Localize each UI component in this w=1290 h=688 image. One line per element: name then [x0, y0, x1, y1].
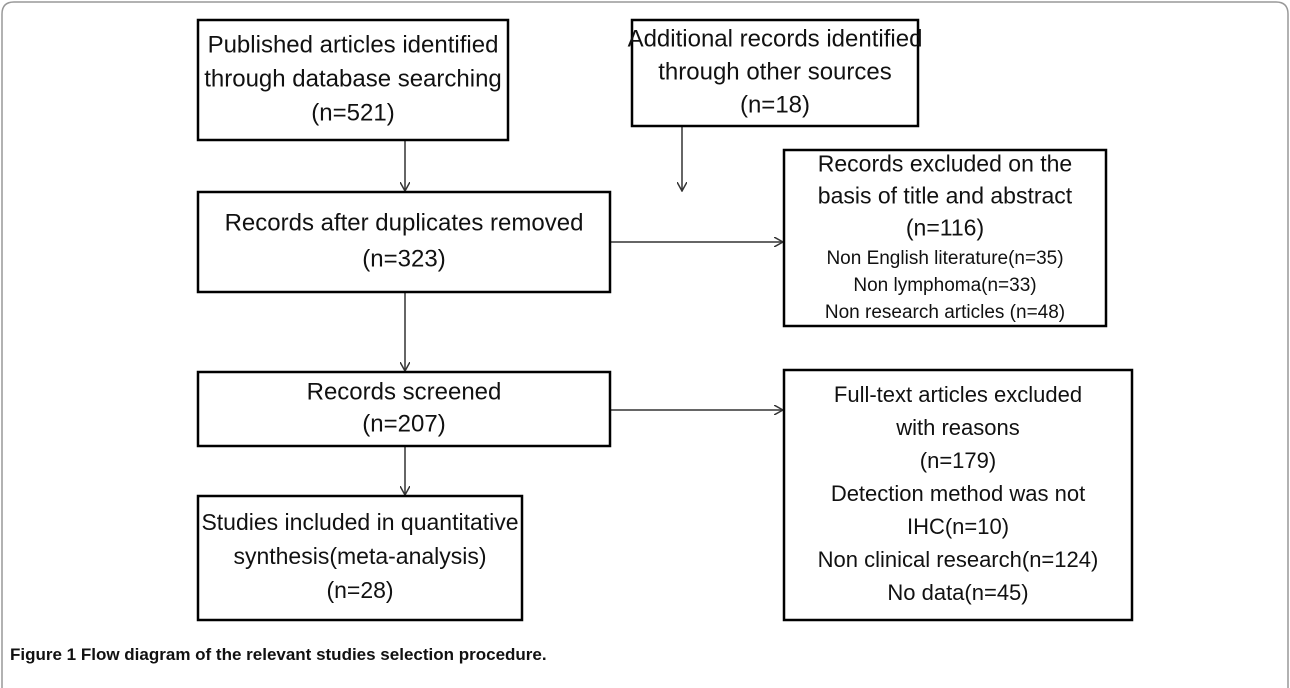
box-text: through other sources	[658, 58, 891, 85]
box	[630, 18, 920, 128]
box-text: (n=28)	[326, 577, 393, 603]
box-text: Non clinical research(n=124)	[818, 547, 1099, 572]
box-text: through database searching	[204, 65, 502, 92]
box-text: Records after duplicates removed	[225, 209, 584, 236]
box-text: basis of title and abstract	[818, 183, 1073, 209]
box	[782, 148, 1108, 328]
box-text: Full-text articles excluded	[834, 382, 1082, 407]
box-text: Records screened	[307, 378, 502, 405]
box	[196, 494, 524, 622]
box-text: Non English literature(n=35)	[826, 248, 1063, 269]
box	[782, 368, 1134, 622]
box-text: No data(n=45)	[887, 580, 1028, 605]
box-text: (n=179)	[920, 448, 996, 473]
box-text: (n=323)	[362, 245, 445, 272]
box-text: Published articles identified	[208, 31, 499, 58]
caption-label: Figure 1	[10, 645, 76, 664]
box-text: synthesis(meta-analysis)	[233, 543, 486, 569]
caption: Figure 1 Flow diagram of the relevant st…	[10, 645, 547, 664]
box-text: Detection method was not	[831, 481, 1085, 506]
box-text: Non lymphoma(n=33)	[853, 275, 1036, 296]
box	[196, 190, 612, 294]
box	[196, 18, 510, 142]
box-text: (n=18)	[740, 91, 810, 118]
box-text: Additional records identified	[628, 25, 923, 52]
box-text: (n=116)	[906, 215, 984, 241]
box-text: IHC(n=10)	[907, 514, 1009, 539]
box-text: Studies included in quantitative	[201, 509, 518, 535]
box-text: (n=521)	[311, 99, 394, 126]
box-text: (n=207)	[362, 410, 445, 437]
box-text: Non research articles (n=48)	[825, 302, 1065, 323]
box-text: with reasons	[895, 415, 1020, 440]
caption-text: Flow diagram of the relevant studies sel…	[81, 645, 547, 664]
box-text: Records excluded on the	[818, 151, 1072, 177]
box	[196, 370, 612, 448]
